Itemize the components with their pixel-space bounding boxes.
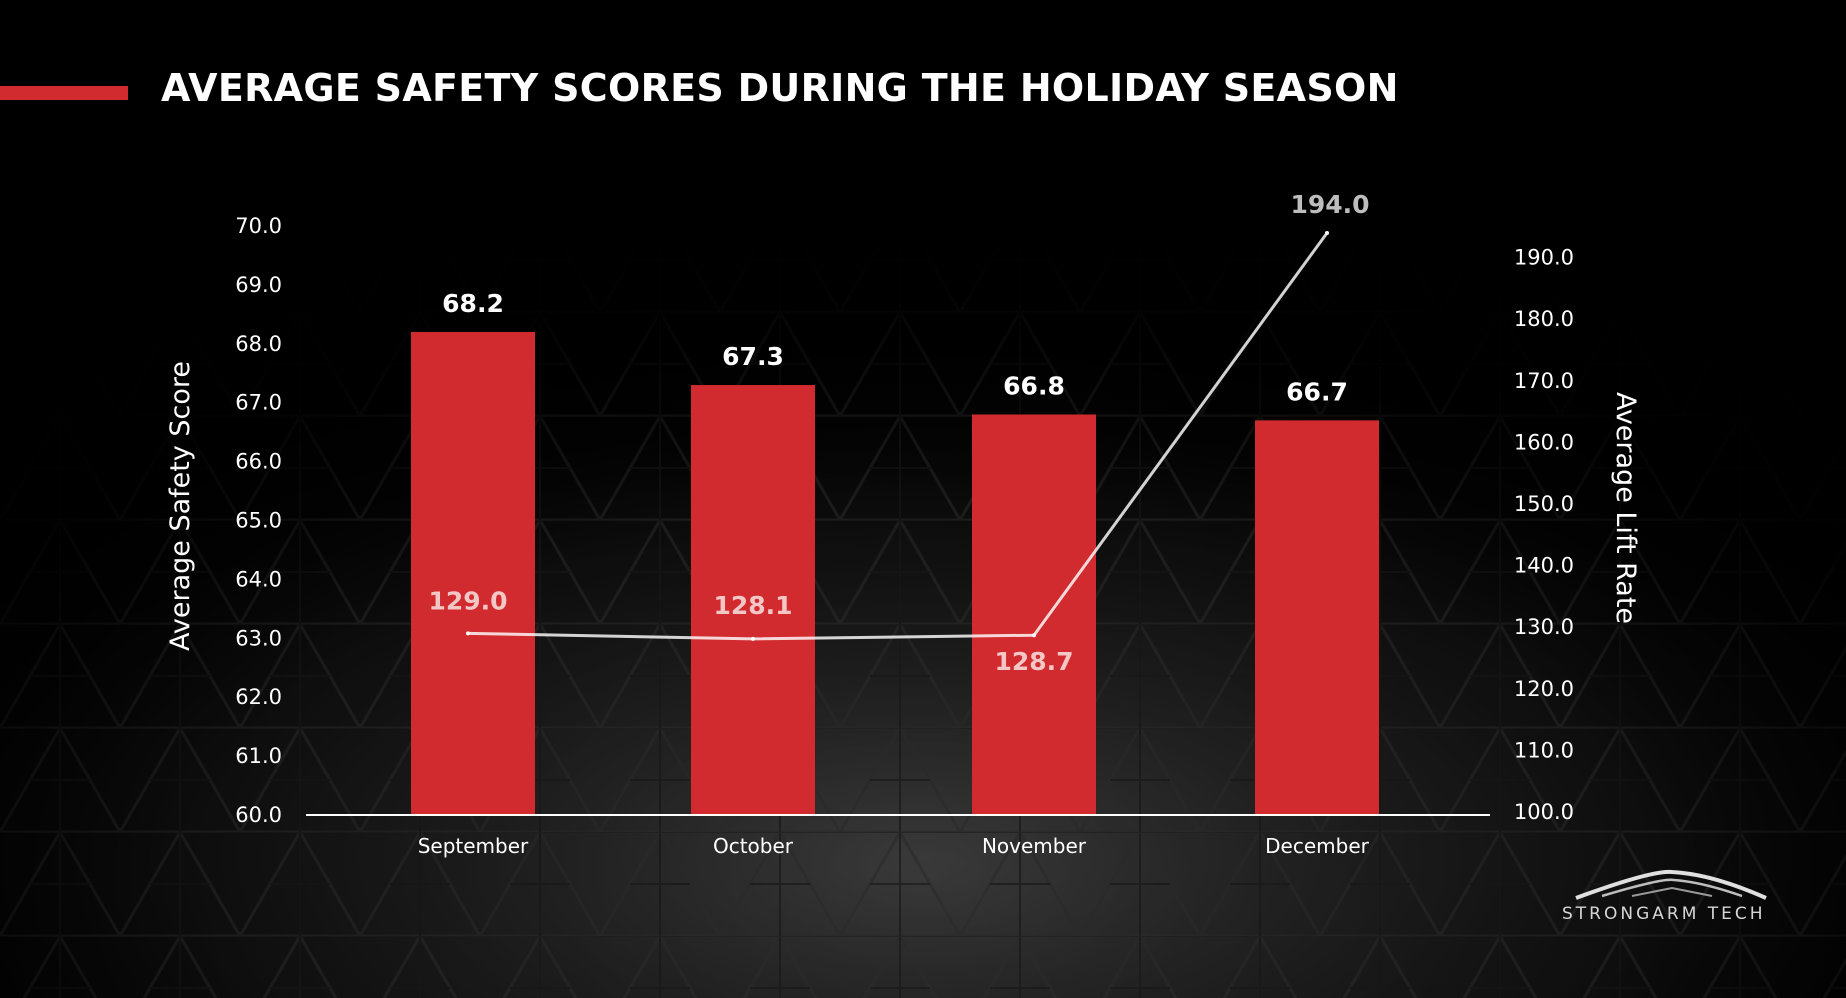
y2-tick-label: 170.0: [1514, 369, 1574, 393]
y-tick-label: 62.0: [235, 685, 282, 709]
lift-rate-point: [751, 636, 755, 641]
y2-tick-label: 130.0: [1514, 615, 1574, 639]
lift-rate-value-label: 129.0: [428, 586, 507, 615]
bar-value-label: 66.7: [1286, 377, 1348, 406]
x-tick-label: September: [418, 834, 529, 858]
bar: [972, 414, 1096, 815]
y2-tick-label: 150.0: [1514, 492, 1574, 516]
lift-rate-value-label: 128.1: [713, 591, 792, 620]
accent-bar: [0, 86, 128, 100]
y-tick-label: 63.0: [235, 626, 282, 650]
y-tick-label: 65.0: [235, 509, 282, 533]
y-tick-label: 60.0: [235, 803, 282, 827]
y-tick-label: 69.0: [235, 273, 282, 297]
y-tick-label: 70.0: [235, 214, 282, 238]
bar: [411, 332, 535, 815]
bar-value-label: 66.8: [1003, 371, 1065, 400]
y-axis-title: Average Safety Score: [165, 361, 196, 651]
lift-rate-point: [466, 631, 470, 636]
bar: [1255, 420, 1379, 815]
y2-tick-label: 110.0: [1514, 738, 1574, 762]
lift-rate-value-label: 128.7: [994, 647, 1073, 676]
lift-rate-point: [1032, 633, 1036, 638]
y2-tick-label: 190.0: [1514, 246, 1574, 270]
y-tick-label: 66.0: [235, 450, 282, 474]
y-tick-label: 67.0: [235, 391, 282, 415]
y2-tick-label: 100.0: [1514, 800, 1574, 824]
y2-tick-label: 160.0: [1514, 430, 1574, 454]
strongarm-logo: STRONGARM TECH: [1562, 868, 1776, 928]
y2-axis-title: Average Lift Rate: [1610, 392, 1641, 624]
logo-mark-icon: [1575, 869, 1767, 900]
y2-tick-label: 180.0: [1514, 307, 1574, 331]
x-tick-label: December: [1265, 834, 1369, 858]
logo-text: STRONGARM TECH: [1562, 904, 1766, 924]
x-tick-label: October: [713, 834, 794, 858]
bar-value-label: 67.3: [722, 342, 784, 371]
y-tick-label: 61.0: [235, 744, 282, 768]
y-tick-label: 68.0: [235, 332, 282, 356]
lift-rate-line: [467, 232, 1329, 641]
bar-value-label: 68.2: [442, 289, 504, 318]
x-tick-label: November: [982, 834, 1087, 858]
y-tick-label: 64.0: [235, 567, 282, 591]
y2-tick-label: 140.0: [1514, 554, 1574, 578]
y2-tick-label: 120.0: [1514, 677, 1574, 701]
bar: [691, 385, 815, 815]
page-title: AVERAGE SAFETY SCORES DURING THE HOLIDAY…: [161, 66, 1399, 110]
lift-rate-point: [1325, 230, 1329, 235]
lift-rate-value-label: 194.0: [1290, 190, 1369, 219]
